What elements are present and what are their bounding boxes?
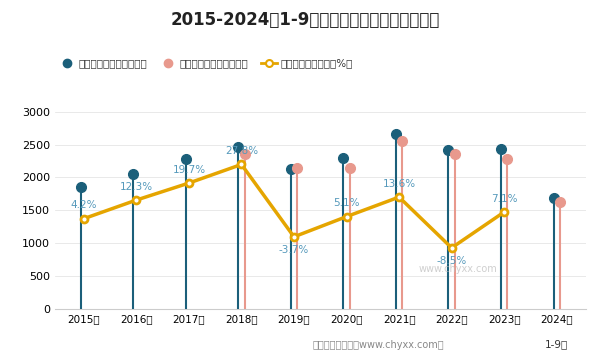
Text: www.chyxx.com: www.chyxx.com <box>418 264 497 274</box>
Text: 19.7%: 19.7% <box>173 165 206 175</box>
Text: 12.3%: 12.3% <box>120 182 153 192</box>
Text: 5.1%: 5.1% <box>333 198 360 208</box>
Text: 13.6%: 13.6% <box>382 179 415 189</box>
Text: 制图：智研咨询（www.chyxx.com）: 制图：智研咨询（www.chyxx.com） <box>312 340 444 350</box>
Text: 2015-2024年1-9月安徽省工业企业利润统计图: 2015-2024年1-9月安徽省工业企业利润统计图 <box>170 11 440 29</box>
Text: 1-9月: 1-9月 <box>545 339 569 349</box>
Text: 27.8%: 27.8% <box>225 146 258 156</box>
Text: -8.5%: -8.5% <box>437 256 467 266</box>
Text: -3.7%: -3.7% <box>279 245 309 255</box>
Legend: 利润总额累计值（亿元）, 营业利润累计值（亿元）, 利润总额累计增长（%）: 利润总额累计值（亿元）, 营业利润累计值（亿元）, 利润总额累计增长（%） <box>55 54 357 73</box>
Text: 4.2%: 4.2% <box>71 200 97 210</box>
Text: 7.1%: 7.1% <box>491 194 517 204</box>
